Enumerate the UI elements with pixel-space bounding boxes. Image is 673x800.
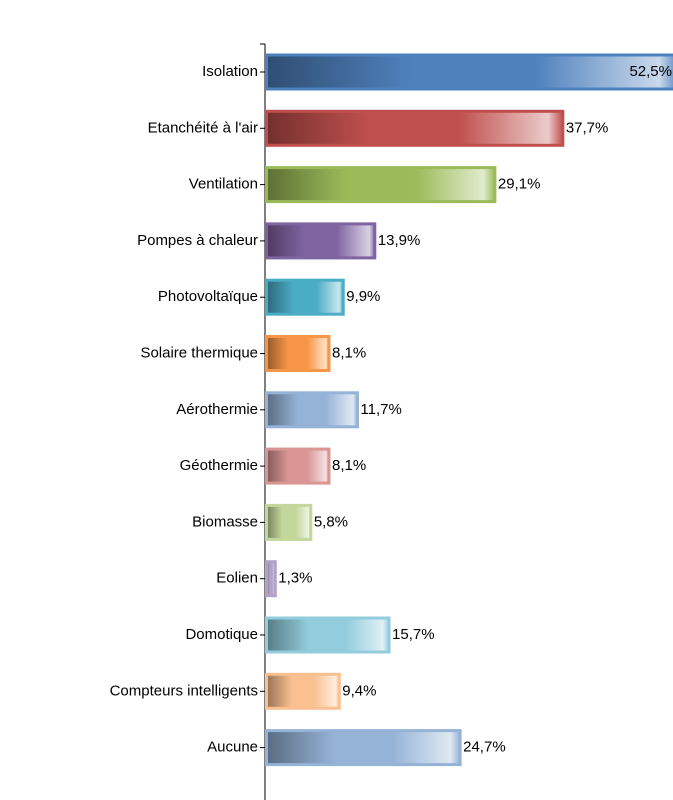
bar [265, 278, 345, 316]
y-tick-label: Aérothermie [176, 401, 258, 418]
y-tick-label: Ventilation [189, 176, 258, 193]
data-label: 8,1% [332, 344, 366, 361]
y-tick-label: Biomasse [192, 513, 258, 530]
bar [265, 53, 673, 91]
data-label: 13,9% [378, 232, 421, 249]
data-label: 9,9% [346, 288, 380, 305]
bar [265, 560, 277, 598]
bar [265, 109, 565, 147]
data-label: 1,3% [278, 570, 312, 587]
bar [265, 729, 462, 767]
data-label: 37,7% [566, 119, 609, 136]
y-tick-label: Solaire thermique [140, 344, 258, 361]
y-tick-label: Photovoltaïque [158, 288, 258, 305]
data-label: 5,8% [314, 513, 348, 530]
y-tick-label: Géothermie [180, 457, 258, 474]
data-label: 52,5% [629, 63, 672, 80]
bar [265, 447, 331, 485]
data-label: 24,7% [463, 739, 506, 756]
y-tick-label: Domotique [185, 626, 258, 643]
bar [265, 391, 359, 429]
bar [265, 672, 341, 710]
data-label: 11,7% [360, 401, 401, 418]
y-tick-label: Compteurs intelligents [110, 682, 258, 699]
bar [265, 222, 377, 260]
data-label: 29,1% [498, 176, 541, 193]
data-label: 15,7% [392, 626, 435, 643]
data-label: 8,1% [332, 457, 366, 474]
bar [265, 166, 497, 204]
data-label: 9,4% [342, 682, 376, 699]
y-tick-label: Pompes à chaleur [137, 232, 258, 249]
y-tick-label: Etanchéité à l'air [148, 119, 258, 136]
bar [265, 335, 331, 372]
y-tick-label: Eolien [216, 570, 258, 587]
y-tick-label: Isolation [202, 63, 258, 80]
bar [265, 616, 391, 654]
y-tick-label: Aucune [207, 739, 258, 756]
bar [265, 503, 313, 541]
